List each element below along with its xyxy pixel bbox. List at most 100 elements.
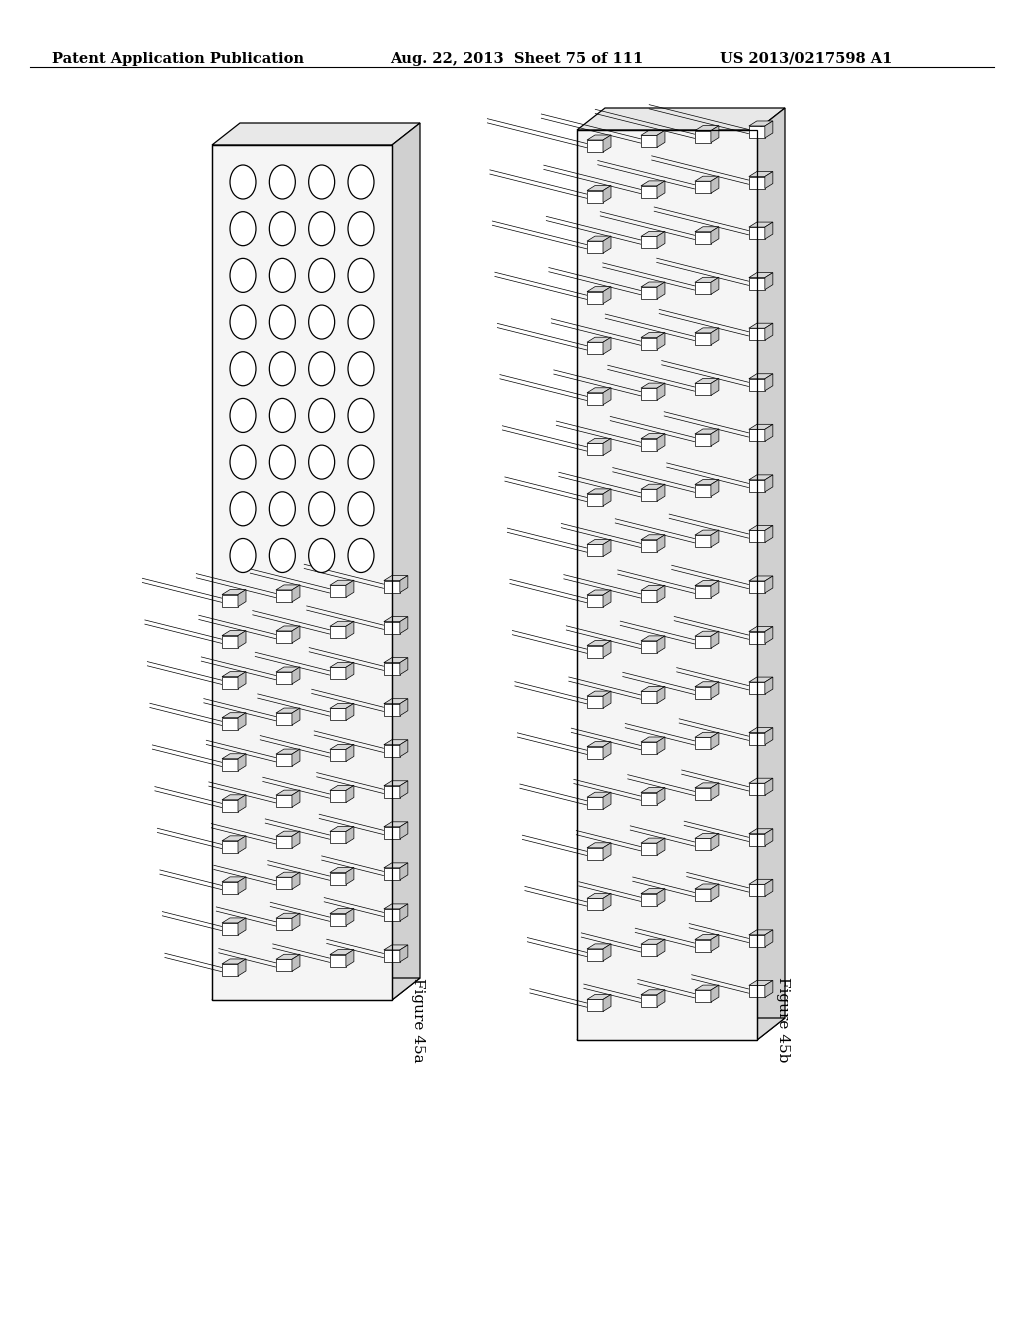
Polygon shape — [587, 595, 603, 607]
Polygon shape — [384, 945, 408, 950]
Polygon shape — [641, 438, 657, 450]
Polygon shape — [330, 585, 346, 597]
Polygon shape — [399, 822, 408, 838]
Polygon shape — [603, 692, 611, 708]
Polygon shape — [641, 484, 665, 490]
Polygon shape — [765, 525, 773, 543]
Polygon shape — [587, 792, 611, 797]
Text: Patent Application Publication: Patent Application Publication — [52, 51, 304, 66]
Polygon shape — [399, 945, 408, 962]
Polygon shape — [603, 286, 611, 304]
Polygon shape — [695, 125, 719, 131]
Polygon shape — [275, 795, 292, 807]
Polygon shape — [275, 836, 292, 849]
Polygon shape — [765, 424, 773, 441]
Polygon shape — [695, 282, 711, 294]
Polygon shape — [222, 594, 238, 607]
Polygon shape — [275, 878, 292, 890]
Polygon shape — [384, 909, 399, 921]
Polygon shape — [330, 668, 346, 680]
Polygon shape — [222, 759, 238, 771]
Polygon shape — [399, 616, 408, 634]
Polygon shape — [657, 333, 665, 350]
Polygon shape — [749, 374, 773, 379]
Polygon shape — [749, 981, 773, 986]
Polygon shape — [641, 136, 657, 148]
Polygon shape — [392, 123, 420, 1001]
Polygon shape — [275, 913, 300, 919]
Polygon shape — [695, 181, 711, 193]
Polygon shape — [695, 884, 719, 888]
Polygon shape — [587, 797, 603, 809]
Polygon shape — [587, 949, 603, 961]
Ellipse shape — [230, 399, 256, 433]
Polygon shape — [275, 713, 292, 725]
Polygon shape — [275, 954, 300, 960]
Polygon shape — [587, 190, 603, 202]
Ellipse shape — [308, 351, 335, 385]
Polygon shape — [238, 590, 246, 607]
Polygon shape — [577, 108, 785, 129]
Polygon shape — [695, 631, 719, 636]
Polygon shape — [399, 780, 408, 797]
Polygon shape — [275, 672, 292, 684]
Polygon shape — [222, 754, 246, 759]
Text: US 2013/0217598 A1: US 2013/0217598 A1 — [720, 51, 892, 66]
Polygon shape — [238, 876, 246, 894]
Polygon shape — [657, 231, 665, 248]
Polygon shape — [330, 867, 354, 873]
Polygon shape — [587, 488, 611, 494]
Polygon shape — [765, 879, 773, 896]
Polygon shape — [587, 544, 603, 557]
Polygon shape — [222, 718, 238, 730]
Polygon shape — [641, 894, 657, 906]
Polygon shape — [749, 727, 773, 733]
Polygon shape — [587, 999, 603, 1011]
Polygon shape — [603, 994, 611, 1011]
Polygon shape — [765, 323, 773, 341]
Polygon shape — [695, 733, 719, 738]
Polygon shape — [657, 940, 665, 956]
Polygon shape — [587, 342, 603, 354]
Polygon shape — [765, 222, 773, 239]
Polygon shape — [292, 585, 300, 602]
Polygon shape — [292, 748, 300, 766]
Polygon shape — [765, 829, 773, 846]
Polygon shape — [292, 832, 300, 849]
Polygon shape — [657, 636, 665, 653]
Polygon shape — [749, 733, 765, 744]
Ellipse shape — [230, 165, 256, 199]
Polygon shape — [641, 995, 657, 1007]
Polygon shape — [765, 779, 773, 795]
Ellipse shape — [230, 539, 256, 573]
Polygon shape — [330, 826, 354, 832]
Ellipse shape — [269, 259, 295, 292]
Polygon shape — [695, 990, 711, 1002]
Polygon shape — [587, 944, 611, 949]
Polygon shape — [749, 879, 773, 884]
Text: Aug. 22, 2013  Sheet 75 of 111: Aug. 22, 2013 Sheet 75 of 111 — [390, 51, 643, 66]
Polygon shape — [695, 833, 719, 838]
Polygon shape — [222, 631, 246, 636]
Polygon shape — [641, 181, 665, 186]
Polygon shape — [603, 792, 611, 809]
Polygon shape — [711, 327, 719, 345]
Polygon shape — [749, 222, 773, 227]
Polygon shape — [749, 177, 765, 189]
Polygon shape — [749, 323, 773, 329]
Polygon shape — [222, 836, 246, 841]
Ellipse shape — [308, 305, 335, 339]
Polygon shape — [749, 783, 765, 795]
Polygon shape — [749, 121, 773, 125]
Polygon shape — [695, 581, 719, 586]
Polygon shape — [695, 333, 711, 345]
Polygon shape — [603, 590, 611, 607]
Polygon shape — [577, 129, 757, 1040]
Polygon shape — [222, 677, 238, 689]
Polygon shape — [603, 640, 611, 657]
Polygon shape — [657, 585, 665, 602]
Polygon shape — [222, 672, 246, 677]
Polygon shape — [330, 873, 346, 884]
Polygon shape — [711, 125, 719, 143]
Polygon shape — [399, 863, 408, 880]
